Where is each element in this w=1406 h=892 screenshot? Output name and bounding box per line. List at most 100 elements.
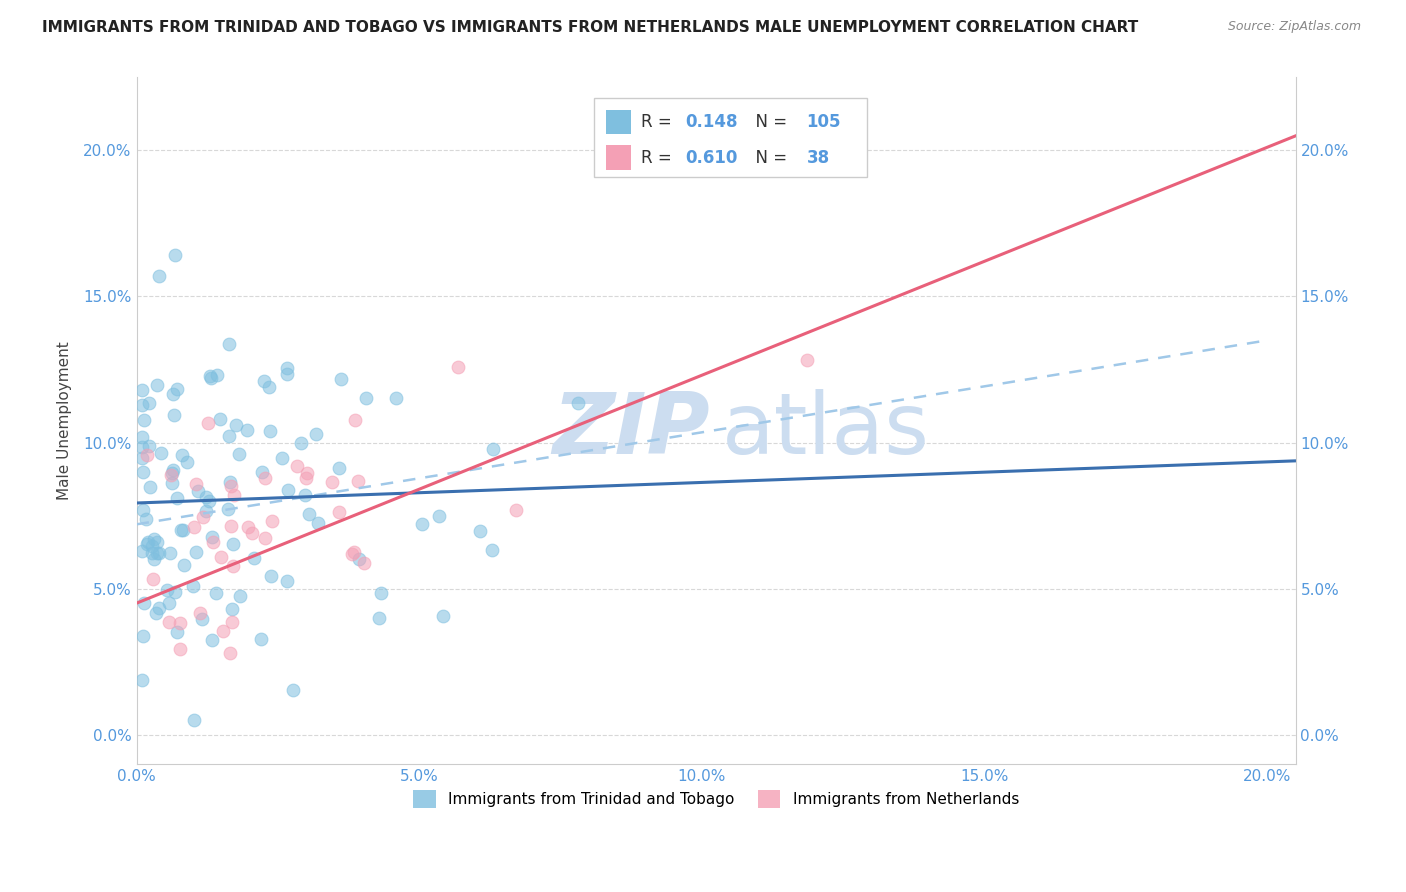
Point [276,360,298,375]
FancyBboxPatch shape [606,145,631,170]
Point [145,606,167,620]
Point [131,398,153,412]
Point [184,545,207,559]
Point [259,380,281,394]
Text: 105: 105 [807,113,841,131]
Text: N =: N = [745,149,793,167]
Point [209,550,232,565]
Point [148,268,170,283]
Point [163,409,186,423]
Point [211,624,233,638]
Point [169,641,191,656]
Point [411,517,433,532]
Point [176,455,198,469]
Point [201,633,224,648]
Point [567,396,589,410]
Point [294,488,316,502]
Point [305,427,328,442]
Point [157,615,180,629]
Point [219,519,242,533]
Text: N =: N = [745,113,793,131]
Point [225,418,247,433]
Point [250,632,273,647]
Point [218,337,240,351]
Point [254,532,277,546]
FancyBboxPatch shape [595,98,866,177]
Text: 0.148: 0.148 [685,113,737,131]
Text: 0.610: 0.610 [685,149,737,167]
Point [447,359,470,374]
Point [157,596,180,610]
Point [240,526,263,541]
Point [259,424,281,438]
Point [131,544,153,558]
Point [131,673,153,687]
Point [205,368,228,382]
Point [142,552,165,566]
Text: IMMIGRANTS FROM TRINIDAD AND TOBAGO VS IMMIGRANTS FROM NETHERLANDS MALE UNEMPLOY: IMMIGRANTS FROM TRINIDAD AND TOBAGO VS I… [42,20,1139,35]
Point [197,416,219,430]
Point [156,583,179,598]
Point [191,510,214,524]
Point [135,512,157,526]
Point [160,475,183,490]
Point [236,424,259,438]
Point [224,488,246,502]
Point [796,353,818,368]
Point [236,520,259,534]
Point [159,546,181,560]
Point [163,247,186,261]
Point [201,534,224,549]
Point [170,448,193,462]
Legend: Immigrants from Trinidad and Tobago, Immigrants from Netherlands: Immigrants from Trinidad and Tobago, Imm… [406,784,1025,814]
Point [340,547,363,561]
Point [276,574,298,588]
Point [221,601,243,615]
Point [432,609,454,624]
Point [209,411,232,425]
Point [131,429,153,443]
Point [344,413,367,427]
Point [136,537,159,551]
Point [347,551,370,566]
Point [200,370,222,384]
Point [166,624,188,639]
Point [131,451,153,466]
Point [172,523,194,537]
Text: 38: 38 [807,149,830,167]
Point [148,600,170,615]
Point [295,466,318,480]
Point [187,484,209,499]
Point [385,391,408,405]
Point [218,429,240,443]
Point [131,383,153,397]
Point [149,446,172,460]
Point [190,612,212,626]
Point [307,516,329,530]
Point [218,646,240,660]
Text: R =: R = [641,113,676,131]
Point [188,606,211,620]
Point [132,629,155,643]
Text: R =: R = [641,149,676,167]
Point [142,573,165,587]
Point [328,461,350,475]
Point [254,471,277,485]
Text: atlas: atlas [721,390,929,473]
Point [277,483,299,498]
Point [146,535,169,549]
Point [294,471,316,485]
Point [271,451,294,466]
Point [219,479,242,493]
Point [253,374,276,388]
Point [139,480,162,494]
Point [297,508,319,522]
Point [138,439,160,453]
Point [482,442,505,457]
Point [183,713,205,727]
Point [321,475,343,489]
Point [136,448,159,462]
Point [195,504,218,518]
Point [222,537,245,551]
Point [370,586,392,600]
